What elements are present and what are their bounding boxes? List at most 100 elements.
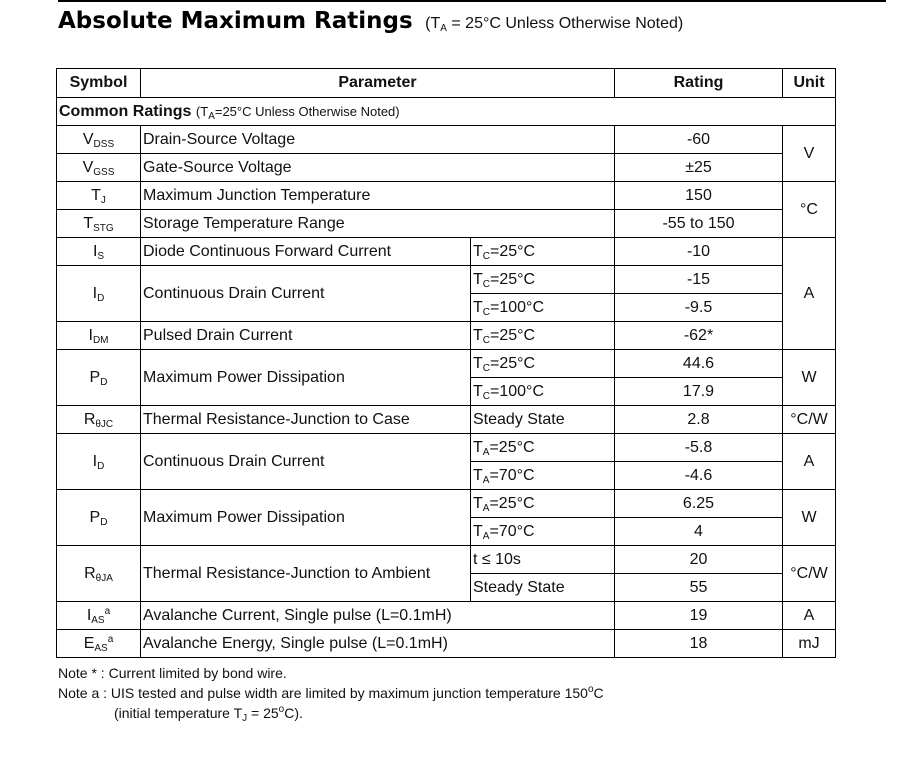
title-main: Absolute Maximum Ratings xyxy=(58,8,413,34)
condition-cell: TC=25°C xyxy=(470,265,615,294)
rating-cell: 2.8 xyxy=(614,405,783,434)
parameter-cell: Maximum Junction Temperature xyxy=(140,181,615,210)
note-star: Note * : Current limited by bond wire. xyxy=(58,665,287,681)
condition-cell: TC=100°C xyxy=(470,293,615,322)
condition-cell: TA=70°C xyxy=(470,517,615,546)
table-row: VDSS Drain-Source Voltage -60 V xyxy=(56,125,836,182)
symbol-cell: RθJA xyxy=(56,545,141,602)
table-row: PD Maximum Power Dissipation TC=25°C 44.… xyxy=(56,349,836,406)
parameter-cell: Gate-Source Voltage xyxy=(140,153,615,182)
table-row: ID Continuous Drain Current TC=25°C -15 xyxy=(56,265,836,322)
condition-cell: Steady State xyxy=(470,405,615,434)
header-row: Symbol Parameter Rating Unit xyxy=(56,68,836,98)
parameter-cell: Continuous Drain Current xyxy=(140,433,471,490)
header-unit: Unit xyxy=(782,68,836,98)
parameter-cell: Drain-Source Voltage xyxy=(140,125,615,154)
table-row: ID Continuous Drain Current TA=25°C -5.8… xyxy=(56,433,836,490)
unit-cell: W xyxy=(782,349,836,406)
rating-cell: ±25 xyxy=(614,153,783,182)
symbol-cell: PD xyxy=(56,349,141,406)
top-rule xyxy=(58,0,886,2)
symbol-cell: TJ xyxy=(56,181,141,210)
rating-cell: 6.25 xyxy=(614,489,783,518)
table-row: IS Diode Continuous Forward Current TC=2… xyxy=(56,237,836,350)
table-row: IASa Avalanche Current, Single pulse (L=… xyxy=(56,601,836,630)
condition-cell: TC=25°C xyxy=(470,237,615,266)
page-title: Absolute Maximum Ratings (TA = 25°C Unle… xyxy=(58,8,683,34)
note-a: Note a : UIS tested and pulse width are … xyxy=(58,684,604,702)
table-row: TSTG Storage Temperature Range -55 to 15… xyxy=(56,209,836,238)
symbol-cell: ID xyxy=(56,265,141,322)
header-parameter: Parameter xyxy=(140,68,615,98)
table-row: VGSS Gate-Source Voltage ±25 xyxy=(56,153,836,182)
symbol-cell: VGSS xyxy=(56,153,141,182)
unit-cell: °C xyxy=(782,181,836,238)
rating-cell: -4.6 xyxy=(614,461,783,490)
symbol-cell: PD xyxy=(56,489,141,546)
parameter-cell: Continuous Drain Current xyxy=(140,265,471,322)
rating-cell: 17.9 xyxy=(614,377,783,406)
symbol-cell: IDM xyxy=(56,321,141,350)
rating-cell: 55 xyxy=(614,573,783,602)
rating-cell: -10 xyxy=(614,237,783,266)
rating-cell: -9.5 xyxy=(614,293,783,322)
section-common-ratings: Common Ratings (TA=25°C Unless Otherwise… xyxy=(56,97,836,126)
table-row: TJ Maximum Junction Temperature 150 °C xyxy=(56,181,836,238)
unit-cell: °C/W xyxy=(782,405,836,434)
unit-cell: A xyxy=(782,601,836,630)
header-symbol: Symbol xyxy=(56,68,141,98)
rating-cell: 44.6 xyxy=(614,349,783,378)
symbol-cell: TSTG xyxy=(56,209,141,238)
section-row: Common Ratings (TA=25°C Unless Otherwise… xyxy=(56,97,836,126)
table-row: PD Maximum Power Dissipation TA=25°C 6.2… xyxy=(56,489,836,546)
table-row: RθJA Thermal Resistance-Junction to Ambi… xyxy=(56,545,836,602)
symbol-cell: IS xyxy=(56,237,141,266)
parameter-cell: Storage Temperature Range xyxy=(140,209,615,238)
rating-cell: -60 xyxy=(614,125,783,154)
rating-cell: 19 xyxy=(614,601,783,630)
parameter-cell: Avalanche Energy, Single pulse (L=0.1mH) xyxy=(140,629,615,658)
symbol-cell: EASa xyxy=(56,629,141,658)
symbol-cell: IASa xyxy=(56,601,141,630)
rating-cell: 20 xyxy=(614,545,783,574)
rating-cell: 4 xyxy=(614,517,783,546)
condition-cell: TA=70°C xyxy=(470,461,615,490)
table-row: TC=100°C -9.5 xyxy=(57,293,836,322)
symbol-cell: RθJC xyxy=(56,405,141,434)
title-condition: (TA = 25°C Unless Otherwise Noted) xyxy=(425,15,684,34)
symbol-cell: VDSS xyxy=(56,125,141,154)
unit-cell: A xyxy=(782,237,836,350)
parameter-cell: Avalanche Current, Single pulse (L=0.1mH… xyxy=(140,601,615,630)
symbol-cell: ID xyxy=(56,433,141,490)
parameter-cell: Pulsed Drain Current xyxy=(140,321,471,350)
rating-cell: -5.8 xyxy=(614,433,783,462)
condition-cell: TC=25°C xyxy=(470,321,615,350)
unit-cell: A xyxy=(782,433,836,490)
condition-cell: TA=25°C xyxy=(470,433,615,462)
note-a-continued: (initial temperature TJ = 25oC). xyxy=(114,704,303,724)
condition-cell: t ≤ 10s xyxy=(470,545,615,574)
parameter-cell: Maximum Power Dissipation xyxy=(140,349,471,406)
condition-cell: TA=25°C xyxy=(470,489,615,518)
notes: Note * : Current limited by bond wire. N… xyxy=(58,663,604,724)
header-rating: Rating xyxy=(614,68,783,98)
rating-cell: -15 xyxy=(614,265,783,294)
table-row: IDM Pulsed Drain Current TC=25°C -62* xyxy=(56,321,836,350)
rating-cell: -55 to 150 xyxy=(614,209,783,238)
condition-cell: Steady State xyxy=(470,573,615,602)
parameter-cell: Maximum Power Dissipation xyxy=(140,489,471,546)
condition-cell: TC=25°C xyxy=(470,349,615,378)
rating-cell: 18 xyxy=(614,629,783,658)
parameter-cell: Diode Continuous Forward Current xyxy=(140,237,471,266)
rating-cell: 150 xyxy=(614,181,783,210)
parameter-cell: Thermal Resistance-Junction to Case xyxy=(140,405,471,434)
rating-cell: -62* xyxy=(614,321,783,350)
parameter-cell: Thermal Resistance-Junction to Ambient xyxy=(140,545,471,602)
table-row: EASa Avalanche Energy, Single pulse (L=0… xyxy=(56,629,836,658)
ratings-table: Symbol Parameter Rating Unit Common Rati… xyxy=(56,68,836,658)
condition-cell: TC=100°C xyxy=(470,377,615,406)
unit-cell: V xyxy=(782,125,836,182)
table-row: RθJC Thermal Resistance-Junction to Case… xyxy=(56,405,836,434)
unit-cell: °C/W xyxy=(782,545,836,602)
unit-cell: W xyxy=(782,489,836,546)
